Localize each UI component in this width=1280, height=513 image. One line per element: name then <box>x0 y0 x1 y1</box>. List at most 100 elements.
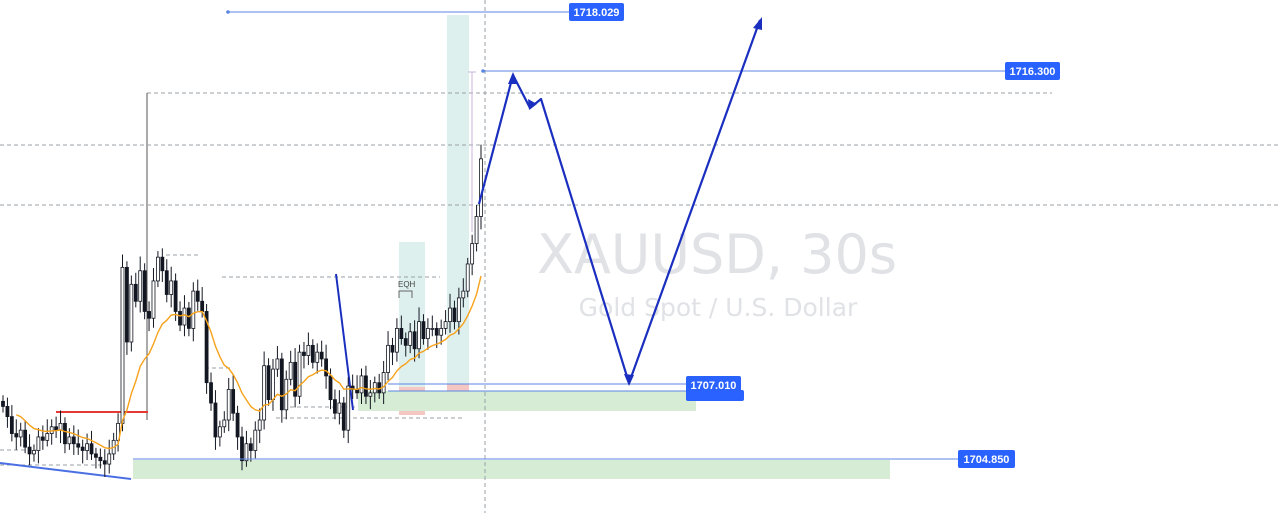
trend-line-swing <box>335 273 354 411</box>
candle-body <box>102 460 107 465</box>
candle-body <box>248 443 253 451</box>
candle-body <box>67 436 72 445</box>
candle-body <box>217 426 222 438</box>
candle-body <box>98 456 103 462</box>
candle-body <box>253 429 258 451</box>
candle-body <box>266 365 271 401</box>
candle-body <box>337 402 342 414</box>
candle-body <box>315 351 320 363</box>
candle-body <box>240 436 244 462</box>
candle-body <box>279 358 284 411</box>
candle-body <box>306 344 311 356</box>
candle-body <box>125 266 129 343</box>
candle-body <box>36 436 41 451</box>
candle-body <box>71 436 76 445</box>
candle-body <box>27 446 32 455</box>
candle-body <box>381 372 386 394</box>
candle-body <box>186 307 191 329</box>
candle-body <box>359 375 364 394</box>
candle-body <box>439 328 444 336</box>
candle-body <box>116 422 120 441</box>
candle-body <box>421 321 426 339</box>
candle-body <box>133 283 138 302</box>
candle-body <box>341 402 346 431</box>
candle-body <box>470 243 475 265</box>
candle-body <box>18 429 23 438</box>
watermark-symbol: XAUUSD, 30s <box>537 223 897 286</box>
candle-body <box>368 392 373 397</box>
candle-body <box>14 433 19 438</box>
candle-body <box>452 307 457 323</box>
candle-body <box>63 422 67 445</box>
candle-body <box>302 351 306 356</box>
candle-body <box>156 256 160 282</box>
candle-body <box>257 419 262 431</box>
candle-body <box>465 263 470 292</box>
trend-line-bottom <box>0 462 132 480</box>
price-label-1707[interactable]: 1707.010 <box>686 376 741 394</box>
candle-body <box>213 402 218 438</box>
candle-body <box>226 389 231 421</box>
price-label-1704[interactable]: 1704.850 <box>958 450 1015 468</box>
candle-body <box>271 368 275 401</box>
level-1716-anchor <box>481 69 485 73</box>
eqh-bracket <box>398 290 413 298</box>
projection-arrowhead-peak <box>508 72 518 84</box>
candle-body <box>235 412 240 438</box>
candle-body <box>461 290 466 299</box>
candle-body <box>182 307 187 326</box>
candle-body <box>80 446 85 451</box>
candle-body <box>456 297 461 323</box>
candle-body <box>54 426 59 431</box>
price-label-1718[interactable]: 1718.029 <box>569 3 624 21</box>
candle-body <box>262 365 267 421</box>
highlight-column-1 <box>399 242 425 393</box>
candle-body <box>89 443 94 455</box>
candle-body <box>324 358 328 377</box>
candle-body <box>443 321 448 329</box>
candle-body <box>94 453 98 458</box>
projection-layer <box>477 17 762 386</box>
candles-layer <box>1 144 483 477</box>
price-label-1716[interactable]: 1716.300 <box>1005 62 1060 80</box>
candle-body <box>142 270 147 312</box>
candle-body <box>412 331 417 350</box>
candle-body <box>244 443 249 462</box>
candle-body <box>120 266 125 424</box>
candle-body <box>297 351 302 397</box>
candle-body <box>169 280 174 295</box>
candle-body <box>9 416 14 434</box>
candle-body <box>403 338 408 346</box>
candle-body <box>231 389 236 414</box>
candle-body <box>191 290 196 329</box>
candle-body <box>32 450 36 455</box>
candle-body <box>195 290 200 302</box>
projection-path <box>477 19 762 385</box>
candle-body <box>328 375 333 401</box>
candle-body <box>45 433 50 441</box>
price-levels-layer: 1718.029 1716.300 1707.010 1704.850 <box>133 3 1060 468</box>
highlight-column-2 <box>447 15 469 393</box>
candle-body <box>164 270 169 295</box>
candle-body <box>5 406 10 418</box>
candle-body <box>173 280 178 312</box>
price-label-1718-text: 1718.029 <box>574 7 620 19</box>
candle-body <box>425 328 430 339</box>
candle-body <box>448 307 452 323</box>
price-label-1704-text: 1704.850 <box>964 454 1010 466</box>
candle-body <box>319 351 324 360</box>
candle-body <box>222 419 227 428</box>
candle-body <box>40 436 45 441</box>
watermark-description: Gold Spot / U.S. Dollar <box>579 293 858 322</box>
candle-body <box>474 216 479 245</box>
candle-body <box>386 344 390 373</box>
price-label-1707-text: 1707.010 <box>691 380 737 392</box>
candle-body <box>138 270 143 302</box>
candle-body <box>147 311 151 319</box>
ema-line <box>16 275 482 450</box>
candle-body <box>85 443 89 451</box>
candle-body <box>479 158 483 217</box>
candle-body <box>204 311 209 384</box>
